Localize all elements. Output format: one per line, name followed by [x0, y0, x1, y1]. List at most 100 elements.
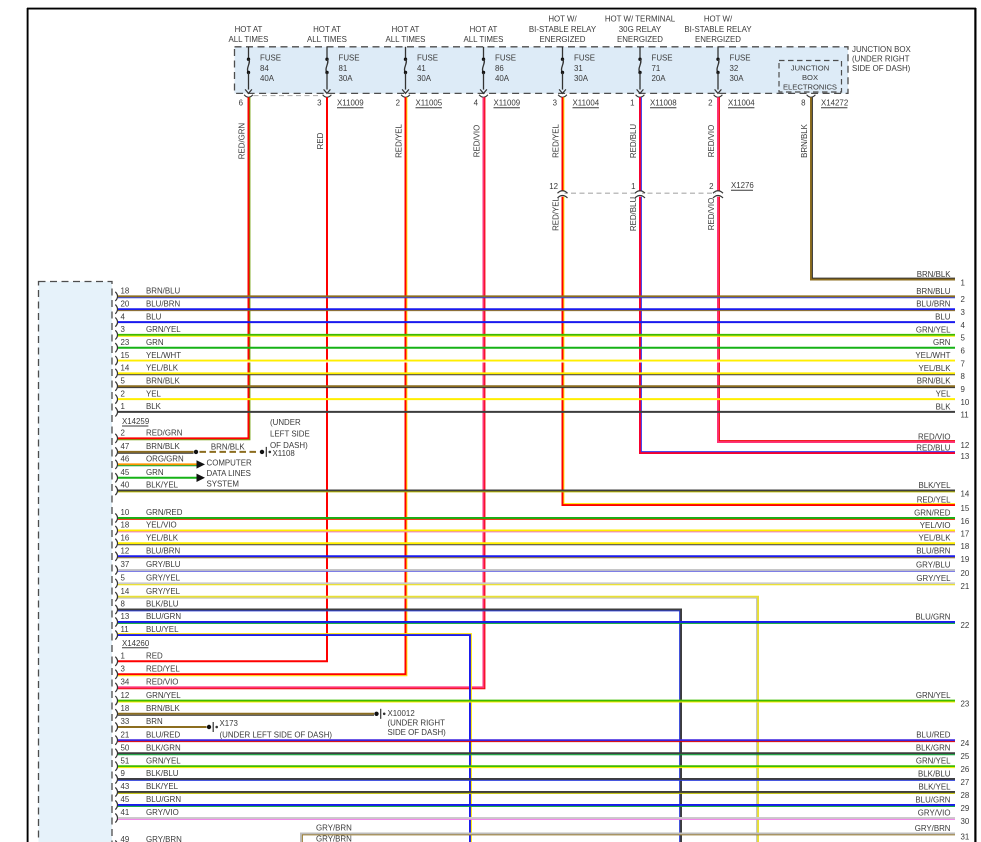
svg-text:BLU/RED: BLU/RED	[916, 731, 951, 740]
svg-text:32: 32	[730, 64, 739, 73]
svg-text:BLU/BRN: BLU/BRN	[916, 547, 951, 556]
svg-text:6: 6	[961, 347, 966, 356]
svg-text:(UNDER RIGHT: (UNDER RIGHT	[388, 718, 446, 727]
svg-text:3: 3	[961, 308, 966, 317]
svg-text:GRY/BRN: GRY/BRN	[316, 823, 352, 832]
svg-text:4: 4	[961, 321, 966, 330]
svg-text:RED/VIO: RED/VIO	[707, 198, 716, 230]
svg-text:BLK/YEL: BLK/YEL	[918, 782, 951, 791]
svg-text:X11008: X11008	[650, 99, 677, 108]
svg-text:HOT W/ TERMINAL: HOT W/ TERMINAL	[605, 15, 676, 24]
svg-text:SIDE OF DASH): SIDE OF DASH)	[388, 728, 447, 737]
svg-text:3: 3	[553, 99, 558, 108]
svg-text:16: 16	[121, 534, 130, 543]
svg-text:RED/VIO: RED/VIO	[472, 125, 481, 157]
svg-text:LEFT SIDE: LEFT SIDE	[270, 430, 310, 439]
svg-text:BLK/YEL: BLK/YEL	[146, 481, 179, 490]
svg-text:7: 7	[961, 359, 965, 368]
svg-text:51: 51	[121, 756, 130, 765]
svg-text:X11005: X11005	[416, 99, 443, 108]
svg-text:40: 40	[121, 481, 130, 490]
svg-text:RED/GRN: RED/GRN	[146, 429, 183, 438]
svg-text:RED/YEL: RED/YEL	[551, 124, 560, 158]
svg-text:X14260: X14260	[122, 639, 150, 648]
svg-text:SIDE OF DASH): SIDE OF DASH)	[852, 64, 911, 73]
svg-text:30A: 30A	[339, 74, 354, 83]
svg-text:22: 22	[961, 621, 970, 630]
svg-text:JUNCTION: JUNCTION	[791, 63, 829, 72]
svg-text:YEL/BLK: YEL/BLK	[918, 534, 951, 543]
svg-text:19: 19	[961, 555, 970, 564]
svg-text:FUSE: FUSE	[574, 54, 595, 63]
svg-text:2: 2	[396, 99, 400, 108]
svg-text:BLU/RED: BLU/RED	[146, 730, 181, 739]
svg-text:16: 16	[961, 517, 970, 526]
svg-text:BI-STABLE RELAY: BI-STABLE RELAY	[684, 25, 752, 34]
svg-text:31: 31	[961, 832, 970, 841]
svg-text:RED/YEL: RED/YEL	[394, 124, 403, 158]
svg-text:YEL/BLK: YEL/BLK	[146, 534, 179, 543]
svg-text:BLU/GRN: BLU/GRN	[146, 612, 181, 621]
svg-text:FUSE: FUSE	[730, 54, 751, 63]
svg-text:FUSE: FUSE	[652, 54, 673, 63]
svg-text:81: 81	[339, 64, 348, 73]
svg-text:ENERGIZED: ENERGIZED	[539, 35, 585, 44]
svg-text:40A: 40A	[260, 74, 275, 83]
svg-text:9: 9	[121, 769, 126, 778]
svg-text:BLU/BRN: BLU/BRN	[146, 299, 181, 308]
svg-text:FUSE: FUSE	[495, 54, 516, 63]
svg-text:8: 8	[801, 99, 806, 108]
svg-text:YEL: YEL	[146, 389, 162, 398]
svg-text:86: 86	[495, 64, 504, 73]
svg-text:41: 41	[121, 808, 130, 817]
svg-text:6: 6	[239, 99, 244, 108]
svg-text:YEL/VIO: YEL/VIO	[146, 521, 177, 530]
svg-text:GRN/RED: GRN/RED	[146, 508, 183, 517]
svg-text:18: 18	[121, 704, 130, 713]
svg-text:BLK/YEL: BLK/YEL	[918, 481, 951, 490]
svg-text:YEL/BLK: YEL/BLK	[146, 364, 179, 373]
svg-text:OF DASH): OF DASH)	[270, 441, 308, 450]
svg-text:29: 29	[961, 804, 970, 813]
svg-text:4: 4	[474, 99, 479, 108]
svg-text:(UNDER RIGHT: (UNDER RIGHT	[852, 55, 910, 64]
svg-text:ALL TIMES: ALL TIMES	[464, 35, 504, 44]
svg-text:X11004: X11004	[573, 99, 600, 108]
svg-text:BLU/YEL: BLU/YEL	[146, 625, 179, 634]
svg-text:BLU/BRN: BLU/BRN	[146, 547, 181, 556]
svg-text:HOT W/: HOT W/	[704, 15, 733, 24]
svg-text:BLK/YEL: BLK/YEL	[146, 782, 179, 791]
svg-text:40A: 40A	[495, 74, 510, 83]
svg-text:BLU/GRN: BLU/GRN	[915, 795, 950, 804]
svg-text:ORG/GRN: ORG/GRN	[146, 455, 184, 464]
svg-text:45: 45	[121, 795, 130, 804]
svg-text:X11004: X11004	[728, 99, 755, 108]
svg-text:46: 46	[121, 455, 130, 464]
svg-text:12: 12	[121, 691, 130, 700]
svg-text:YEL/WHT: YEL/WHT	[915, 351, 950, 360]
svg-text:12: 12	[961, 441, 970, 450]
svg-text:RED/BLU: RED/BLU	[916, 443, 951, 452]
svg-text:14: 14	[961, 489, 970, 498]
svg-text:GRN/YEL: GRN/YEL	[146, 325, 181, 334]
svg-text:YEL/BLK: YEL/BLK	[918, 364, 951, 373]
svg-text:(UNDER: (UNDER	[270, 418, 301, 427]
svg-text:ALL TIMES: ALL TIMES	[386, 35, 426, 44]
svg-text:ALL TIMES: ALL TIMES	[307, 35, 347, 44]
svg-text:GRN/YEL: GRN/YEL	[916, 691, 951, 700]
svg-text:GRN: GRN	[146, 338, 164, 347]
svg-text:11: 11	[961, 411, 969, 420]
svg-text:X1108: X1108	[273, 449, 296, 458]
svg-text:X10012: X10012	[388, 709, 415, 718]
svg-text:43: 43	[121, 782, 130, 791]
svg-text:RED/VIO: RED/VIO	[707, 125, 716, 157]
svg-text:BI-STABLE RELAY: BI-STABLE RELAY	[529, 25, 597, 34]
svg-text:30G RELAY: 30G RELAY	[619, 25, 662, 34]
svg-text:RED/YEL: RED/YEL	[551, 197, 560, 231]
svg-text:30A: 30A	[730, 74, 745, 83]
svg-text:71: 71	[652, 64, 661, 73]
svg-text:BRN/BLK: BRN/BLK	[917, 270, 952, 279]
svg-text:FUSE: FUSE	[417, 54, 438, 63]
svg-text:14: 14	[121, 364, 130, 373]
svg-text:2: 2	[708, 99, 712, 108]
